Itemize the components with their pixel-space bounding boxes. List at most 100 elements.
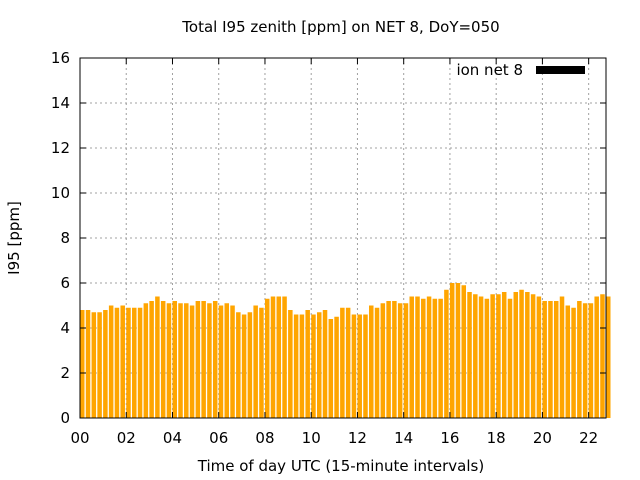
bar: [369, 305, 374, 418]
bar: [461, 285, 467, 418]
bar: [137, 307, 143, 418]
bar: [606, 296, 611, 418]
x-tick-label: 02: [117, 429, 136, 447]
bar: [542, 301, 547, 418]
bar: [259, 307, 264, 418]
bar: [565, 305, 571, 418]
bar: [80, 310, 85, 418]
bar: [270, 296, 276, 418]
bar: [155, 296, 160, 418]
bar: [120, 305, 125, 418]
bar: [449, 283, 455, 418]
bar: [97, 312, 102, 418]
bar: [207, 303, 212, 418]
legend-label: ion net 8: [456, 61, 523, 79]
bar: [577, 301, 582, 418]
bar: [490, 294, 495, 418]
bar: [316, 312, 322, 418]
bar: [519, 289, 524, 418]
bar: [501, 292, 507, 418]
chart-title: Total I95 zenith [ppm] on NET 8, DoY=050: [181, 18, 499, 36]
bar: [195, 301, 201, 418]
x-tick-label: 18: [487, 429, 506, 447]
x-tick-label: 20: [533, 429, 552, 447]
bar: [103, 310, 108, 418]
bar: [345, 307, 351, 418]
bar: [455, 283, 461, 418]
x-tick-label: 06: [209, 429, 228, 447]
bar: [409, 296, 414, 418]
bar: [421, 298, 426, 418]
bar: [600, 294, 605, 418]
bar: [264, 298, 270, 418]
bar: [392, 301, 397, 418]
bar: [432, 298, 438, 418]
bar: [172, 301, 177, 418]
y-axis-label: I95 [ppm]: [5, 201, 23, 275]
bar: [184, 303, 189, 418]
y-tick-label: 0: [60, 409, 70, 427]
bar: [548, 301, 553, 418]
bar: [91, 312, 97, 418]
bar: [166, 303, 172, 418]
bar: [236, 312, 241, 418]
bar: [473, 294, 478, 418]
y-tick-label: 10: [51, 184, 70, 202]
x-tick-label: 12: [348, 429, 367, 447]
bar: [189, 305, 195, 418]
bar: [160, 301, 166, 418]
y-tick-label: 6: [60, 274, 70, 292]
x-tick-label: 10: [302, 429, 321, 447]
bar: [178, 303, 183, 418]
bar: [536, 296, 542, 418]
bar: [351, 314, 357, 418]
bar: [299, 314, 305, 418]
bar: [149, 301, 154, 418]
bar: [438, 298, 443, 418]
bar: [85, 310, 91, 418]
bar: [386, 301, 391, 418]
bar: [212, 301, 218, 418]
bar: [230, 305, 235, 418]
bar: [305, 310, 310, 418]
bar: [467, 292, 472, 418]
x-tick-label: 08: [255, 429, 274, 447]
bar: [224, 303, 230, 418]
y-tick-label: 16: [51, 49, 70, 67]
bar: [559, 296, 565, 418]
bar: [247, 312, 253, 418]
y-tick-label: 2: [60, 364, 70, 382]
legend: ion net 8: [456, 61, 585, 79]
bar: [397, 303, 403, 418]
bar: [478, 296, 484, 418]
y-tick-label: 4: [60, 319, 70, 337]
bars: [80, 283, 611, 418]
bar: [571, 307, 576, 418]
bar: [218, 305, 224, 418]
y-tick-label: 12: [51, 139, 70, 157]
x-tick-label: 22: [579, 429, 598, 447]
bar: [594, 296, 599, 418]
bar: [582, 303, 588, 418]
bar: [241, 314, 247, 418]
bar: [126, 307, 131, 418]
bar: [403, 303, 409, 418]
bar: [334, 316, 339, 418]
x-tick-label: 00: [70, 429, 89, 447]
bar: [201, 301, 206, 418]
bar: [340, 307, 345, 418]
bar: [108, 305, 114, 418]
bar: [328, 319, 334, 418]
bar: [380, 303, 386, 418]
bar: [143, 303, 149, 418]
bar: [253, 305, 258, 418]
bar: [513, 292, 519, 418]
bar: [496, 294, 501, 418]
bar: [132, 307, 137, 418]
bar: [114, 307, 120, 418]
bar: [374, 307, 380, 418]
bar: [444, 289, 449, 418]
legend-swatch: [536, 66, 585, 74]
